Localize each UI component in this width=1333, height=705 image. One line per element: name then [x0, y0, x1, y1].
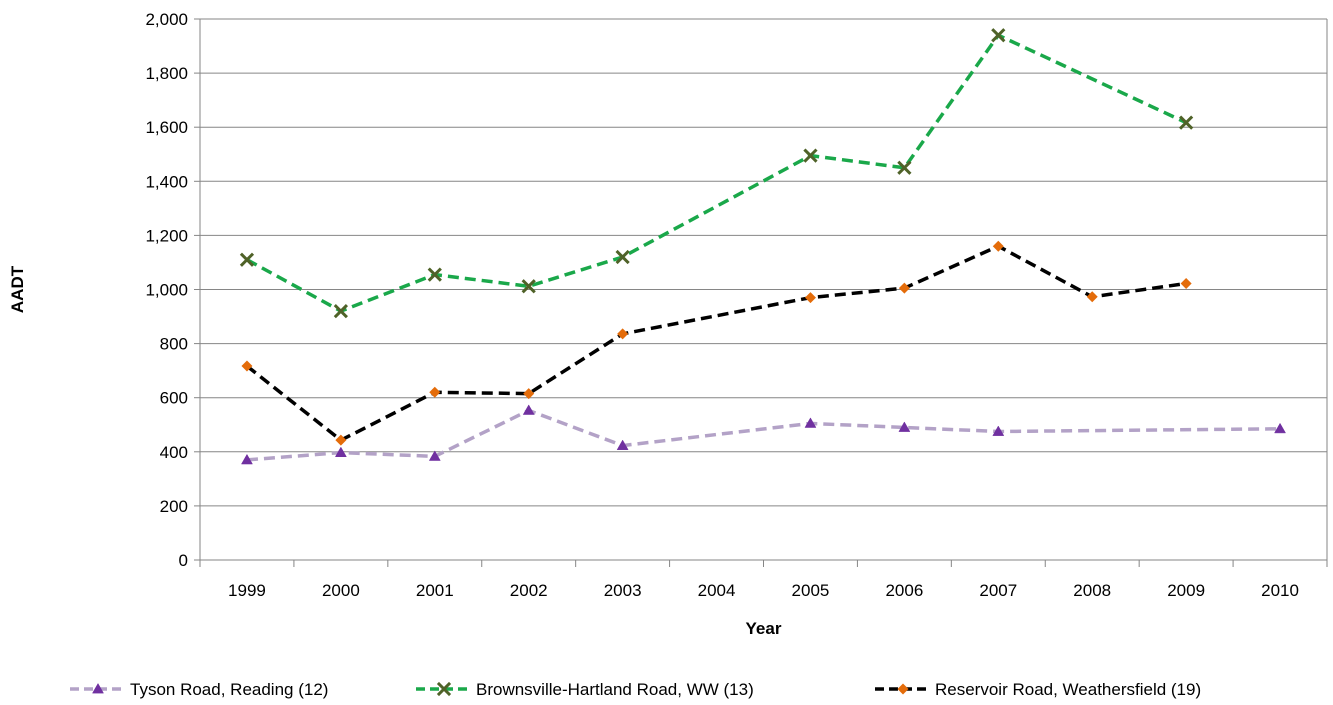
x-tick-label: 2003	[604, 581, 642, 600]
data-point	[427, 267, 442, 282]
x-tick-label: 2008	[1073, 581, 1111, 600]
data-point	[1086, 291, 1098, 303]
data-point	[615, 249, 630, 265]
legend: Tyson Road, Reading (12) Brownsville-Hart…	[70, 680, 1201, 699]
data-point	[239, 252, 255, 267]
y-tick-label: 800	[160, 335, 188, 354]
data-point	[334, 446, 347, 457]
x-tick-label: 2007	[979, 581, 1017, 600]
y-tick-label: 0	[179, 551, 188, 570]
y-tick-label: 600	[160, 389, 188, 408]
data-point	[1179, 115, 1194, 130]
x-tick-label: 2009	[1167, 581, 1205, 600]
y-tick-label: 1,200	[145, 226, 188, 245]
x-tick-label: 2005	[792, 581, 830, 600]
x-tick-label: 1999	[228, 581, 266, 600]
x-tick-label: 2004	[698, 581, 736, 600]
legend-item: Brownsville-Hartland Road, WW (13)	[416, 680, 754, 699]
data-point	[991, 28, 1006, 43]
axes	[194, 18, 1328, 567]
gridlines	[200, 18, 1327, 507]
data-point	[241, 453, 253, 465]
data-point	[992, 240, 1004, 252]
data-point	[429, 386, 441, 398]
y-tick-label: 400	[160, 443, 188, 462]
data-point	[898, 282, 910, 294]
x-tick-label: 2010	[1261, 581, 1299, 600]
data-point	[898, 421, 911, 432]
data-point	[897, 683, 909, 695]
x-axis-title: Year	[746, 619, 782, 638]
data-point	[1180, 278, 1192, 290]
x-tick-labels: 1999 2000 2001 2002 2003 2004 2005 2006 2007 2008…	[228, 581, 1299, 600]
y-tick-label: 1,600	[145, 118, 188, 137]
data-point	[428, 450, 441, 461]
x-tick-label: 2001	[416, 581, 454, 600]
data-point	[241, 360, 253, 372]
data-point	[617, 328, 629, 340]
x-tick-label: 2000	[322, 581, 360, 600]
data-point	[333, 304, 348, 319]
series-markers	[239, 28, 1286, 465]
x-tick-label: 2002	[510, 581, 548, 600]
data-point	[804, 417, 817, 428]
data-point	[803, 148, 818, 163]
y-tick-label: 200	[160, 497, 188, 516]
legend-label: Brownsville-Hartland Road, WW (13)	[476, 680, 754, 699]
x-tick-label: 2006	[885, 581, 923, 600]
legend-label: Tyson Road, Reading (12)	[130, 680, 328, 699]
y-axis-title: AADT	[8, 265, 27, 313]
y-tick-label: 1,400	[145, 172, 188, 191]
data-point	[616, 439, 629, 450]
y-tick-labels: 0 200 400 600 800 1,000 1,200 1,400 1,600 1,800 2,…	[145, 10, 188, 570]
series-lines	[245, 32, 1281, 462]
data-point	[521, 279, 536, 294]
y-tick-label: 2,000	[145, 10, 188, 29]
series-line	[246, 408, 1281, 462]
data-point	[436, 681, 452, 697]
data-point	[522, 404, 535, 415]
data-point	[1274, 422, 1286, 434]
data-point	[992, 425, 1005, 436]
data-point	[804, 292, 816, 304]
legend-item: Tyson Road, Reading (12)	[70, 680, 328, 699]
legend-item: Reservoir Road, Weathersfield (19)	[875, 680, 1201, 699]
legend-label: Reservoir Road, Weathersfield (19)	[935, 680, 1201, 699]
data-point	[523, 388, 535, 400]
series-line	[245, 244, 1187, 443]
data-point	[335, 434, 347, 446]
y-tick-label: 1,000	[145, 281, 188, 300]
data-point	[897, 160, 912, 175]
data-point	[92, 682, 104, 694]
y-tick-label: 1,800	[145, 64, 188, 83]
